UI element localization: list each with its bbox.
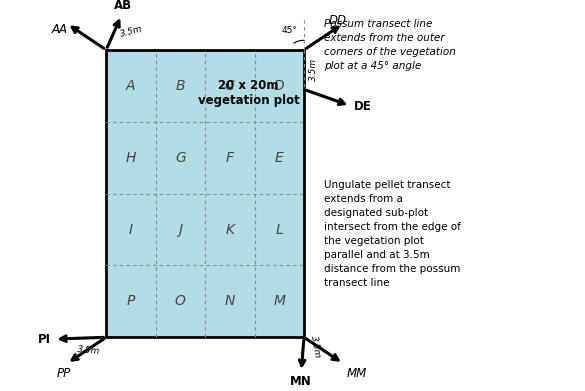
Text: C: C <box>225 79 235 93</box>
Text: B: B <box>176 79 185 93</box>
Text: G: G <box>175 151 185 165</box>
Text: DD: DD <box>328 14 346 27</box>
Text: 3.5m: 3.5m <box>119 24 144 38</box>
Text: DE: DE <box>354 100 372 113</box>
Text: AA: AA <box>52 23 68 36</box>
Text: E: E <box>275 151 284 165</box>
Text: M: M <box>273 294 285 308</box>
Text: L: L <box>276 222 283 237</box>
Text: F: F <box>226 151 234 165</box>
Text: 20 x 20m
vegetation plot: 20 x 20m vegetation plot <box>198 79 300 107</box>
Text: AB: AB <box>113 0 132 12</box>
Text: D: D <box>274 79 284 93</box>
Text: PP: PP <box>57 367 71 380</box>
Text: MN: MN <box>290 375 312 389</box>
Text: Ungulate pellet transect
extends from a
designated sub-plot
intersect from the e: Ungulate pellet transect extends from a … <box>324 180 461 288</box>
Text: PI: PI <box>37 333 51 346</box>
Text: N: N <box>225 294 235 308</box>
Text: A: A <box>126 79 136 93</box>
Text: MM: MM <box>346 367 367 380</box>
Text: H: H <box>126 151 136 165</box>
Text: 3.5m: 3.5m <box>77 345 101 356</box>
Text: J: J <box>178 222 183 237</box>
Text: 3.5m: 3.5m <box>308 58 318 81</box>
Text: I: I <box>129 222 133 237</box>
Text: 3.5m: 3.5m <box>308 335 321 359</box>
Text: K: K <box>225 222 235 237</box>
Bar <box>106 50 304 337</box>
Text: 45°: 45° <box>282 26 298 35</box>
Text: O: O <box>175 294 186 308</box>
Text: Possum transect line
extends from the outer
corners of the vegetation
plot at a : Possum transect line extends from the ou… <box>324 19 456 71</box>
Text: P: P <box>127 294 135 308</box>
